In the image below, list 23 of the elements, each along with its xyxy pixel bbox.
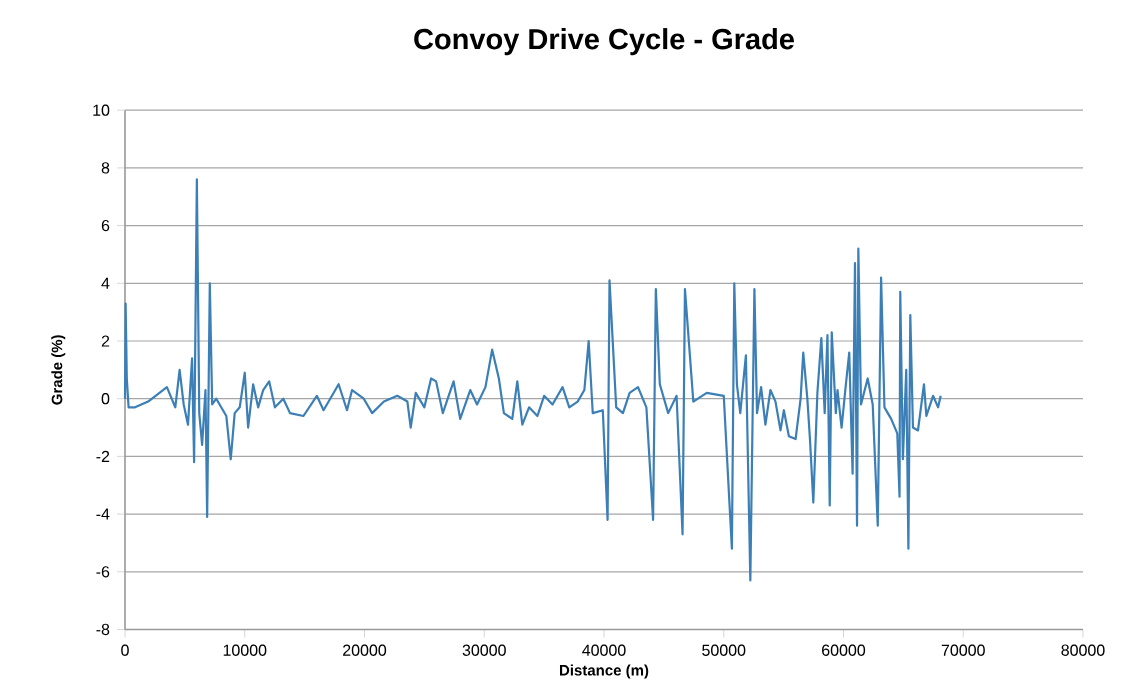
y-tick-label: 6 xyxy=(101,219,110,232)
y-tick-label: -2 xyxy=(96,450,110,462)
y-tick-label: 4 xyxy=(101,277,110,289)
y-tick-label: -4 xyxy=(96,508,110,520)
line-series xyxy=(123,178,942,582)
y-tick-label: -6 xyxy=(96,566,110,578)
x-tick-label: 20000 xyxy=(343,644,387,656)
x-tick-label: 70000 xyxy=(941,644,985,656)
chart-title: Convoy Drive Cycle - Grade xyxy=(414,28,794,56)
x-tick-label: 50000 xyxy=(702,644,746,656)
y-tick-label: 10 xyxy=(93,104,110,116)
y-tick-label: -8 xyxy=(96,623,110,636)
x-tick-label: 40000 xyxy=(582,644,626,656)
x-tick-label: 30000 xyxy=(462,644,506,656)
x-axis-title: Distance (m) xyxy=(559,664,649,679)
x-tick-label: 0 xyxy=(121,644,129,656)
x-tick-label: 60000 xyxy=(822,644,866,656)
x-tick-label: 80000 xyxy=(1061,644,1105,656)
y-axis-title: Grade (%) xyxy=(51,335,66,405)
x-tick-label: 10000 xyxy=(223,644,267,656)
y-tick-label: 2 xyxy=(101,335,110,347)
y-tick-label: 8 xyxy=(101,162,110,174)
y-tick-label: 0 xyxy=(101,393,110,405)
